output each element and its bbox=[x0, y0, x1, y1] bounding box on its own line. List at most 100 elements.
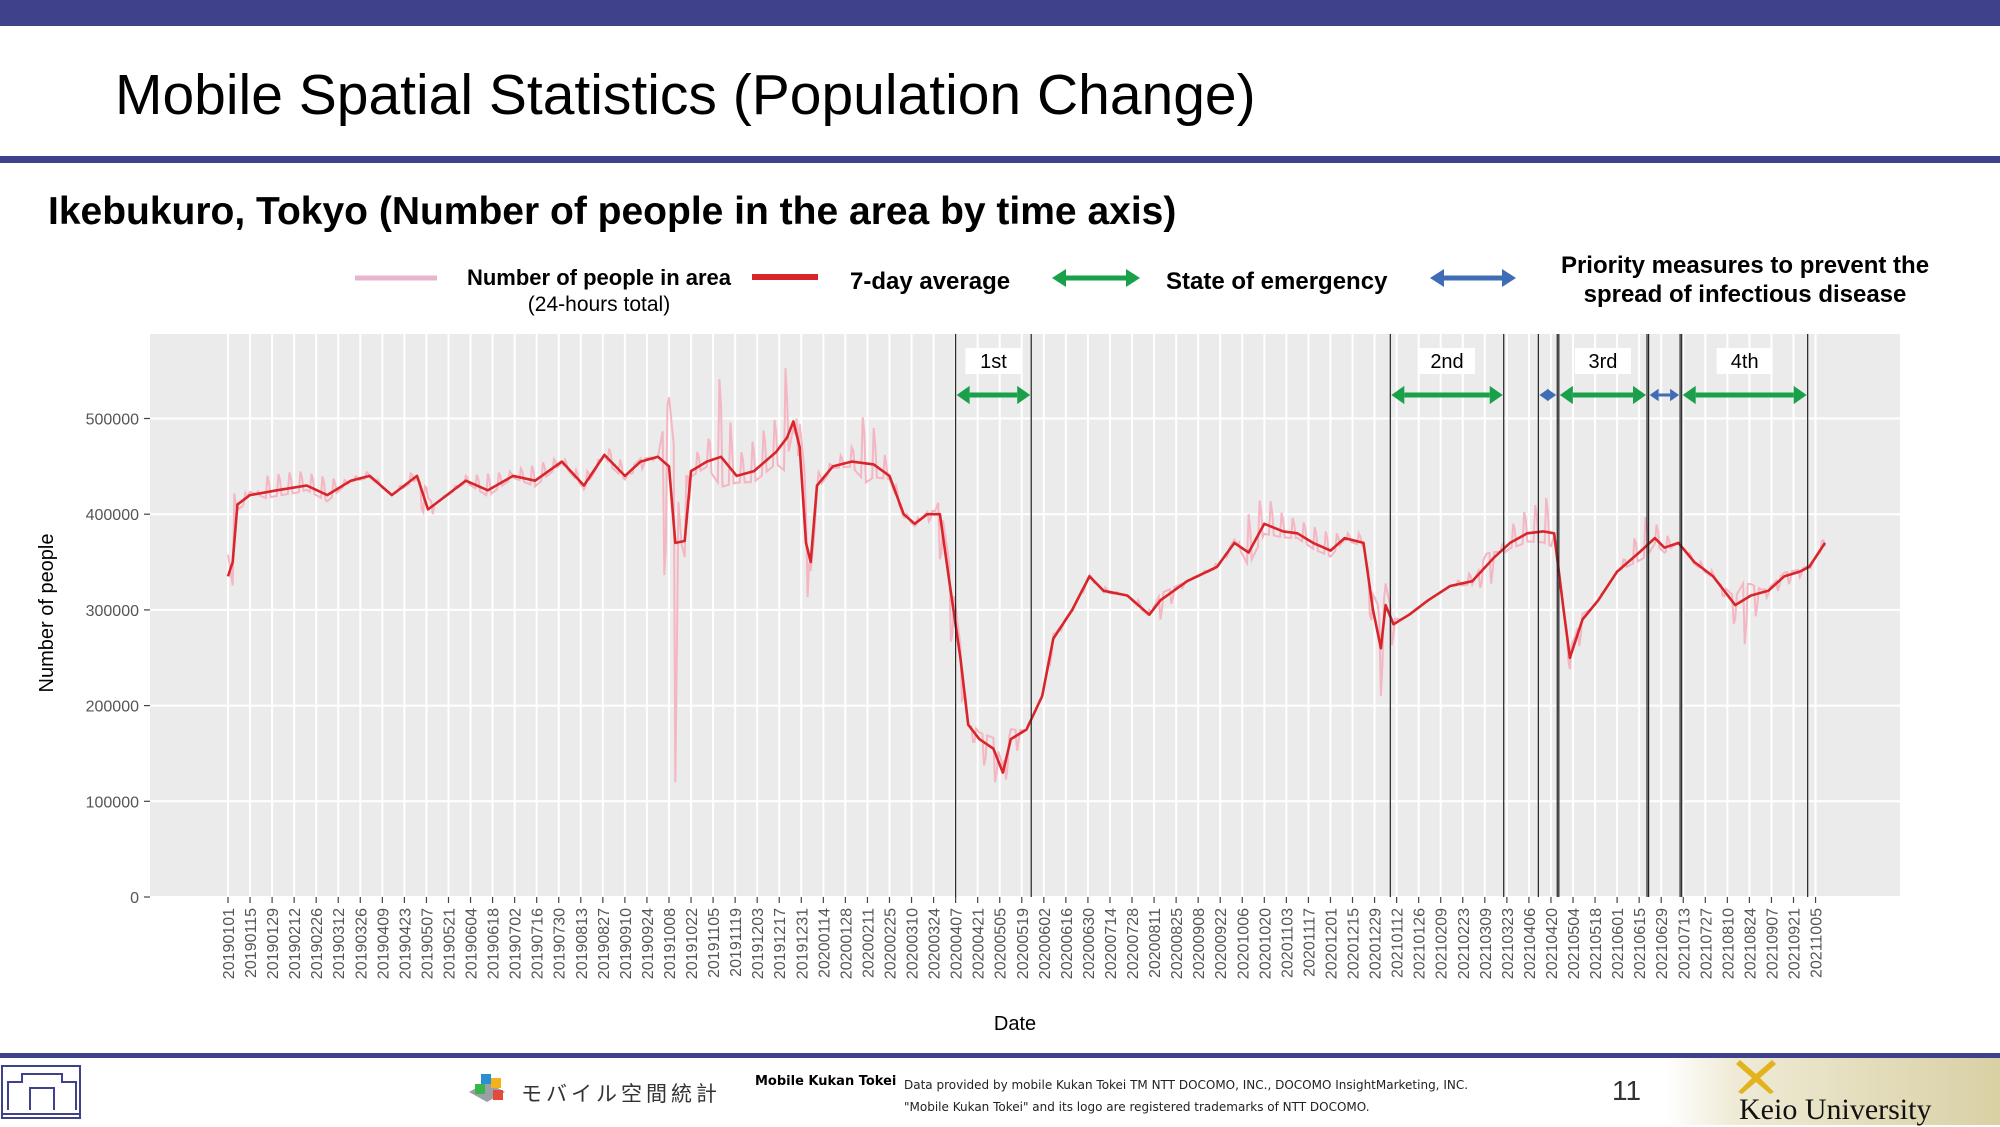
legend-avg-label: 7-day average bbox=[850, 268, 1010, 295]
period-arrow-head-right bbox=[1017, 385, 1031, 405]
keio-wordmark: Keio University bbox=[1739, 1093, 1932, 1126]
x-tick-label: 20200630 bbox=[1081, 908, 1098, 979]
period-arrow-head-right bbox=[1670, 388, 1680, 402]
x-tick-label: 20210518 bbox=[1588, 908, 1605, 979]
x-tick-label: 20191022 bbox=[684, 908, 701, 979]
title-divider bbox=[0, 156, 2000, 163]
period-arrow-icon bbox=[956, 385, 1031, 405]
period-annotations: 1st 2nd 3rd 4th bbox=[955, 334, 1809, 897]
x-axis: 20190101 20190115 20190129 20190212 20190226… bbox=[221, 897, 1826, 979]
x-tick-label: 20190423 bbox=[397, 908, 414, 979]
x-tick-label: 20200714 bbox=[1103, 908, 1120, 979]
x-tick-label: 20191203 bbox=[750, 908, 767, 979]
x-tick-label: 20191008 bbox=[662, 908, 679, 979]
y-axis: 0 100000 200000 300000 400000 500000 bbox=[86, 412, 150, 907]
x-tick-label: 20190618 bbox=[486, 908, 503, 979]
mk-label: Mobile Kukan Tokei bbox=[755, 1074, 897, 1089]
y-tick-label: 100000 bbox=[86, 794, 139, 811]
y-tick-label: 200000 bbox=[86, 699, 139, 716]
avg-7day-line bbox=[226, 420, 1827, 774]
mobile-kukan-tokei-logo: モバイル空間統計 bbox=[465, 1068, 745, 1114]
x-tick-label: 20190326 bbox=[353, 908, 370, 979]
x-tick-label: 20210209 bbox=[1434, 908, 1451, 979]
footer-note-line2: "Mobile Kukan Tokei" and its logo are re… bbox=[904, 1100, 1370, 1114]
x-tick-label: 20200922 bbox=[1213, 908, 1230, 979]
x-tick-label: 20210824 bbox=[1742, 908, 1759, 979]
x-tick-label: 20210727 bbox=[1698, 908, 1715, 979]
x-tick-label: 20210406 bbox=[1522, 908, 1539, 979]
x-axis-title: Date bbox=[994, 1013, 1036, 1035]
footer-bar bbox=[0, 1053, 2000, 1058]
x-tick-label: 20190101 bbox=[221, 908, 238, 979]
x-tick-label: 20200728 bbox=[1125, 908, 1142, 979]
x-tick-label: 20190409 bbox=[375, 908, 392, 979]
period-arrow-icon bbox=[1559, 385, 1647, 405]
legend-raw-label: Number of people in area bbox=[467, 265, 732, 290]
x-tick-label: 20201201 bbox=[1323, 908, 1340, 979]
period-arrow-icon bbox=[1682, 385, 1807, 405]
period-arrow-head-right bbox=[1547, 388, 1557, 402]
x-tick-label: 20210601 bbox=[1610, 908, 1627, 979]
institution-logo-icon bbox=[1, 1065, 81, 1119]
footer-note: Data provided by mobile Kukan Tokei TM N… bbox=[904, 1074, 1468, 1118]
x-tick-label: 20191105 bbox=[706, 908, 723, 978]
x-tick-label: 20201006 bbox=[1235, 908, 1252, 979]
x-tick-label: 20190716 bbox=[530, 908, 547, 979]
x-tick-label: 20200505 bbox=[993, 908, 1010, 979]
x-tick-label: 20210504 bbox=[1566, 908, 1583, 979]
x-tick-label: 20201103 bbox=[1279, 908, 1296, 978]
x-tick-label: 20191231 bbox=[794, 908, 811, 979]
mk-brand-text: モバイル空間統計 bbox=[521, 1082, 721, 1106]
x-tick-label: 20190702 bbox=[508, 908, 525, 979]
legend-emergency-label: State of emergency bbox=[1166, 268, 1388, 295]
x-tick-label: 20190212 bbox=[287, 908, 304, 979]
x-tick-label: 20190813 bbox=[574, 908, 591, 979]
mk-cube-icon bbox=[469, 1074, 505, 1102]
period-arrow-icon bbox=[1649, 388, 1680, 402]
x-tick-label: 20190827 bbox=[596, 908, 613, 979]
legend-priority-label-1: Priority measures to prevent the bbox=[1561, 252, 1929, 279]
period-label-box bbox=[1419, 348, 1476, 374]
period-arrow-head-right bbox=[1793, 385, 1807, 405]
period-arrow-head-left bbox=[1391, 385, 1405, 405]
x-tick-label: 20201020 bbox=[1257, 908, 1274, 979]
x-tick-label: 20190226 bbox=[309, 908, 326, 979]
y-tick-label: 300000 bbox=[86, 603, 139, 620]
x-tick-label: 20190507 bbox=[419, 908, 436, 979]
x-tick-label: 20190924 bbox=[640, 908, 657, 979]
slide-title: Mobile Spatial Statistics (Population Ch… bbox=[115, 63, 1256, 127]
x-tick-label: 20190115 bbox=[243, 908, 260, 978]
x-tick-label: 20200421 bbox=[971, 908, 988, 979]
x-tick-label: 20200825 bbox=[1169, 908, 1186, 979]
page-number: 11 bbox=[1612, 1075, 1642, 1106]
x-tick-label: 20210921 bbox=[1787, 908, 1804, 979]
period-label: 4th bbox=[1731, 351, 1759, 373]
x-tick-label: 20191217 bbox=[772, 908, 789, 979]
x-tick-label: 20200519 bbox=[1015, 908, 1032, 979]
y-tick-label: 0 bbox=[130, 890, 139, 907]
period-label: 2nd bbox=[1430, 351, 1463, 373]
x-tick-label: 20210907 bbox=[1764, 908, 1781, 979]
avg-series bbox=[226, 420, 1827, 774]
legend-raw-sublabel: (24-hours total) bbox=[528, 293, 670, 316]
y-tick-label: 400000 bbox=[86, 507, 139, 524]
x-tick-label: 20211005 bbox=[1809, 908, 1826, 978]
x-tick-label: 20210420 bbox=[1544, 908, 1561, 979]
x-tick-label: 20190910 bbox=[618, 908, 635, 979]
period-label-box bbox=[1574, 348, 1631, 374]
period-arrow-head-left bbox=[1559, 385, 1573, 405]
period-arrow-head-left bbox=[956, 385, 970, 405]
x-tick-label: 20191119 bbox=[728, 908, 745, 977]
x-tick-label: 20200616 bbox=[1059, 908, 1076, 979]
x-tick-label: 20210309 bbox=[1478, 908, 1495, 979]
x-tick-label: 20210223 bbox=[1456, 908, 1473, 979]
period-arrow-head-right bbox=[1489, 385, 1503, 405]
y-tick-label: 500000 bbox=[86, 412, 139, 429]
period-arrow-head-left bbox=[1539, 388, 1549, 402]
x-tick-label: 20210810 bbox=[1720, 908, 1737, 979]
period-arrow-icon bbox=[1391, 385, 1503, 405]
x-tick-label: 20200908 bbox=[1191, 908, 1208, 979]
period-label-box bbox=[1716, 348, 1773, 374]
y-axis-title: Number of people bbox=[36, 534, 58, 693]
x-tick-label: 20201229 bbox=[1368, 908, 1385, 979]
